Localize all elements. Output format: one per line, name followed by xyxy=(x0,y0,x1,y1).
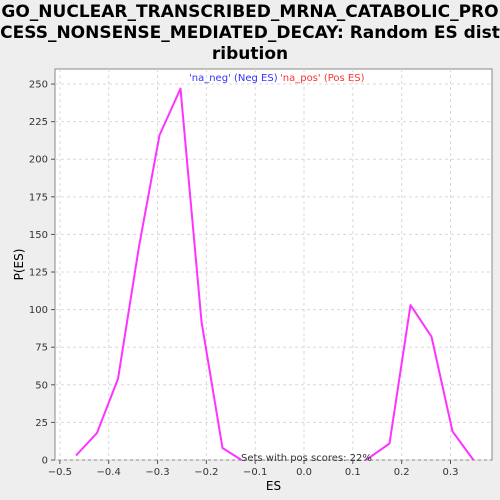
y-tick-label: 150 xyxy=(29,230,48,241)
series-line xyxy=(75,87,243,461)
annotation-sets-pos: Sets with pos scores: 22% xyxy=(241,453,372,464)
y-tick-label: 25 xyxy=(35,418,48,429)
y-tick-label: 125 xyxy=(29,268,48,279)
series-line xyxy=(365,304,475,461)
x-tick-label: −0.3 xyxy=(145,467,169,478)
x-axis-label: ES xyxy=(266,479,281,493)
x-tick-label: −0.1 xyxy=(243,467,267,478)
x-tick-label: 0.2 xyxy=(394,467,410,478)
axis-ticks: −0.5 −0.4 −0.3 −0.2 −0.1 0.0 0.1 0.2 0.3 0 25 50 75 1… xyxy=(29,80,459,478)
chart-title: GO_NUCLEAR_TRANSCRIBED_MRNA_CATABOLIC_PR… xyxy=(0,2,500,64)
y-tick-label: 225 xyxy=(29,117,48,128)
x-tick-label: −0.2 xyxy=(194,467,218,478)
series-lines xyxy=(75,87,475,461)
x-tick-label: 0.1 xyxy=(345,467,361,478)
x-tick-label: −0.4 xyxy=(97,467,121,478)
y-tick-label: 250 xyxy=(29,80,48,91)
legend-entry: 'na_neg' (Neg ES) xyxy=(189,73,278,84)
y-tick-label: 50 xyxy=(35,380,48,391)
y-tick-label: 200 xyxy=(29,155,48,166)
y-tick-label: 100 xyxy=(29,305,48,316)
x-tick-label: 0.0 xyxy=(296,467,312,478)
y-tick-label: 75 xyxy=(35,343,48,354)
grid-lines xyxy=(55,69,492,461)
legend: 'na_neg' (Neg ES)'na_pos' (Pos ES) xyxy=(189,73,365,84)
y-tick-label: 0 xyxy=(42,456,48,467)
x-tick-label: 0.3 xyxy=(443,467,459,478)
y-axis-label: P(ES) xyxy=(12,249,26,281)
plot-area xyxy=(54,68,493,461)
y-tick-label: 175 xyxy=(29,192,48,203)
x-tick-label: −0.5 xyxy=(48,467,72,478)
legend-entry: 'na_pos' (Pos ES) xyxy=(280,73,365,84)
